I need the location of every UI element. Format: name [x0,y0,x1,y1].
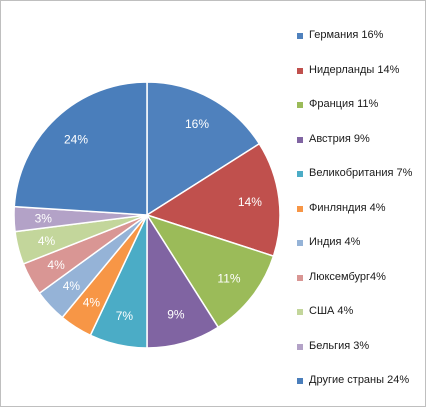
legend-label-1: Нидерланды 14% [309,63,400,76]
legend-item-4: Великобритания 7% [297,166,425,201]
legend-swatch-3 [297,136,303,143]
data-label-2: 11% [217,272,240,286]
legend-swatch-5 [297,205,303,212]
pie-slice-2 [145,213,275,329]
legend-swatch-6 [297,240,303,246]
legend-label-8: США 4% [309,305,354,317]
legend-swatch-9 [297,343,303,350]
data-label-6: 4% [63,279,81,293]
legend-item-3: Австрия 9% [297,132,425,167]
pie-slice-1 [145,142,281,258]
data-label-8: 4% [38,234,56,248]
legend-swatch-8 [297,309,303,315]
data-label-9: 3% [35,211,53,225]
data-label-0: 16% [185,117,209,131]
legend-label-4: Великобритания 7% [309,167,413,179]
legend-label-2: Франция 11% [309,98,379,110]
legend-label-0: Германия 16% [309,29,384,41]
pie-slice-0 [146,81,261,217]
legend-label-10: Другие страны 24% [309,374,410,386]
legend-swatch-7 [297,274,303,281]
legend-item-9: Бельгия 3% [297,339,425,374]
legend-swatch-4 [297,171,303,177]
legend-swatch-10 [297,378,303,384]
pie-slice-10 [13,81,148,216]
data-label-4: 7% [116,309,134,323]
chart-legend: Германия 16% Нидерланды 14% Франция 11% Авс… [297,28,425,408]
legend-item-7: Люксембург4% [297,270,425,305]
legend-label-9: Бельгия 3% [309,339,370,352]
data-label-1: 14% [238,195,262,209]
legend-label-7: Люксембург4% [309,270,386,283]
legend-item-1: Нидерланды 14% [297,63,425,98]
legend-item-5: Финляндия 4% [297,201,425,236]
legend-item-2: Франция 11% [297,97,425,132]
legend-swatch-2 [297,102,303,108]
legend-item-8: США 4% [297,304,425,339]
data-label-10: 24% [64,132,88,146]
data-label-3: 9% [167,308,185,322]
legend-swatch-0 [297,33,303,39]
legend-label-3: Австрия 9% [309,132,370,145]
legend-item-0: Германия 16% [297,28,425,63]
legend-swatch-1 [297,67,303,74]
legend-item-10: Другие страны 24% [297,373,425,408]
data-label-5: 4% [83,296,101,310]
data-label-7: 4% [47,258,65,272]
legend-item-6: Индия 4% [297,235,425,270]
legend-label-6: Индия 4% [309,236,361,248]
legend-label-5: Финляндия 4% [309,201,386,214]
